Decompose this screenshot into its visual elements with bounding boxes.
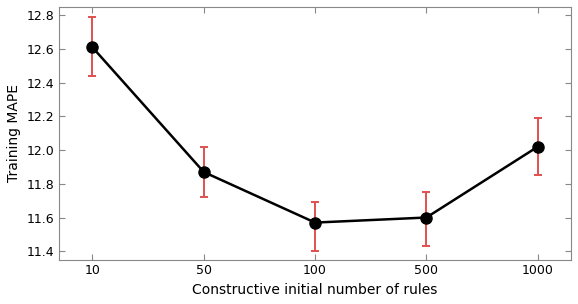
Point	[422, 215, 431, 220]
Y-axis label: Training MAPE: Training MAPE	[7, 84, 21, 182]
Point	[533, 144, 542, 149]
Point	[310, 220, 320, 225]
Point	[199, 170, 209, 174]
X-axis label: Constructive initial number of rules: Constructive initial number of rules	[192, 283, 438, 297]
Point	[88, 45, 97, 50]
